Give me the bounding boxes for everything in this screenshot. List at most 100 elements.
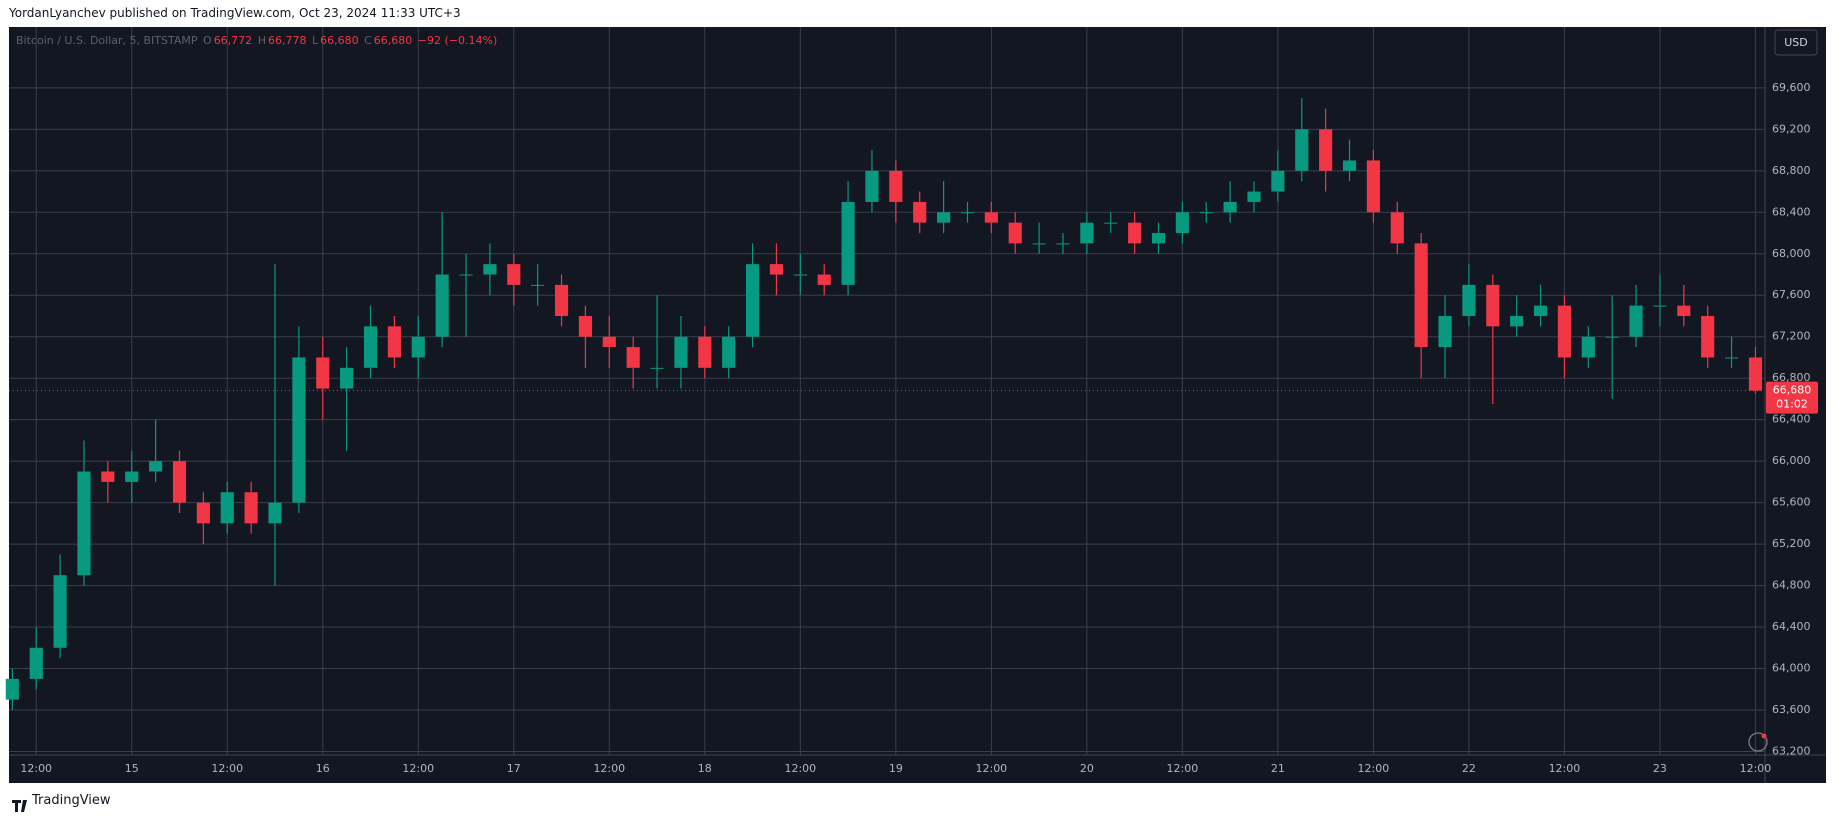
candle-body (793, 274, 807, 276)
candle-body (1056, 243, 1070, 245)
candle-body (435, 274, 449, 337)
candle-body (244, 492, 258, 524)
candle-body (363, 326, 378, 368)
candle-body (674, 336, 688, 368)
candle-body (1557, 305, 1571, 358)
x-tick-label: 20 (1080, 762, 1094, 775)
y-tick-label: 68,800 (1772, 164, 1811, 177)
candle-body (1247, 191, 1261, 202)
candle-body (531, 284, 545, 286)
x-tick-label: 18 (698, 762, 712, 775)
candle-body (101, 471, 115, 482)
candle-body (1366, 160, 1380, 213)
low-label: L (311, 34, 319, 47)
candle-body (578, 315, 592, 337)
legend: Bitcoin / U.S. Dollar, 5, BITSTAMP O 66,7… (16, 34, 499, 47)
last-price-label: 66,680 (1773, 384, 1812, 397)
plot: 63,200 63,600 64,000 64,400 64,800 65,200 65,6… (5, 27, 1818, 775)
high-label: H (257, 34, 266, 47)
candle-body (411, 336, 425, 358)
candle-body (960, 212, 975, 214)
x-tick-label: 12:00 (1549, 762, 1581, 775)
x-tick-label: 12:00 (1740, 762, 1772, 775)
low-value: 66,680 (320, 34, 359, 47)
candle-body (650, 367, 664, 369)
y-tick-label: 64,000 (1772, 662, 1811, 675)
chart-background (9, 27, 1826, 783)
candle-body (387, 326, 401, 358)
open-value: 66,772 (213, 34, 253, 47)
candle-body (292, 357, 306, 503)
candle-body (1533, 305, 1548, 316)
candle-body (1008, 222, 1022, 244)
candle-body (1748, 357, 1763, 391)
brand-logo (12, 800, 27, 812)
close-label: C (364, 34, 372, 47)
high-value: 66,778 (267, 34, 307, 47)
close-value: 66,680 (373, 34, 413, 47)
y-tick-label: 65,200 (1772, 537, 1811, 550)
y-tick-label: 66,800 (1772, 371, 1811, 384)
candle-body (1486, 284, 1500, 327)
candle-body (841, 201, 855, 285)
candle-body (5, 678, 19, 700)
candle-body (1701, 315, 1715, 358)
symbol: Bitcoin / U.S. Dollar, 5, BITSTAMP (16, 34, 198, 47)
y-tick-label: 69,600 (1772, 81, 1811, 94)
x-tick-label: 17 (507, 762, 521, 775)
candle-body (865, 170, 879, 202)
candle-body (53, 575, 67, 648)
candle-body (1199, 212, 1213, 214)
candle-body (1175, 212, 1189, 234)
candle-body (626, 347, 640, 368)
y-tick-label: 63,600 (1772, 703, 1811, 716)
x-tick-label: 19 (889, 762, 903, 775)
y-tick-label: 64,400 (1772, 620, 1811, 633)
candle-body (340, 367, 354, 389)
y-tick-label: 66,400 (1772, 413, 1811, 426)
candle-body (77, 471, 91, 576)
notification-dot (1761, 733, 1767, 739)
y-tick-label: 67,600 (1772, 288, 1811, 301)
y-tick-label: 69,200 (1772, 122, 1811, 135)
x-tick-label: 12:00 (20, 762, 52, 775)
candle-body (1581, 336, 1595, 358)
candle-body (698, 336, 712, 368)
y-tick-label: 68,400 (1772, 205, 1811, 218)
candle-body (1319, 129, 1333, 171)
x-tick-label: 12:00 (211, 762, 243, 775)
candle-body (1032, 243, 1046, 245)
candle-body (745, 264, 760, 337)
x-tick-label: 12:00 (975, 762, 1007, 775)
y-tick-label: 65,600 (1772, 496, 1811, 509)
currency-button[interactable] (1774, 29, 1818, 56)
candle-body (172, 461, 187, 503)
candle-body (913, 201, 927, 223)
candle-body (1462, 284, 1476, 316)
x-tick-label: 12:00 (1358, 762, 1390, 775)
candle-body (1725, 357, 1739, 359)
candle-body (459, 274, 473, 276)
y-tick-label: 67,200 (1772, 330, 1811, 343)
lightning-icon[interactable] (1748, 732, 1768, 752)
candle-body (937, 212, 951, 223)
candle-body (196, 502, 210, 524)
candle-body (149, 461, 163, 472)
candle-body (220, 492, 234, 524)
candle-body (1605, 336, 1619, 338)
candle-body (1223, 201, 1237, 213)
candle-body (1342, 160, 1357, 171)
candle-body (29, 647, 43, 679)
candle-body (817, 274, 831, 285)
candle-body (1271, 170, 1285, 192)
byline: YordanLyanchev published on TradingView.… (9, 6, 461, 20)
x-tick-label: 21 (1271, 762, 1285, 775)
candle-body (125, 471, 139, 482)
currency: USD (1784, 36, 1808, 49)
x-tick-label: 12:00 (402, 762, 434, 775)
candle-body (984, 212, 998, 223)
candle-body (507, 264, 521, 285)
candle-body (1653, 305, 1667, 307)
candle-body (268, 502, 282, 524)
open-label: O (203, 34, 212, 47)
